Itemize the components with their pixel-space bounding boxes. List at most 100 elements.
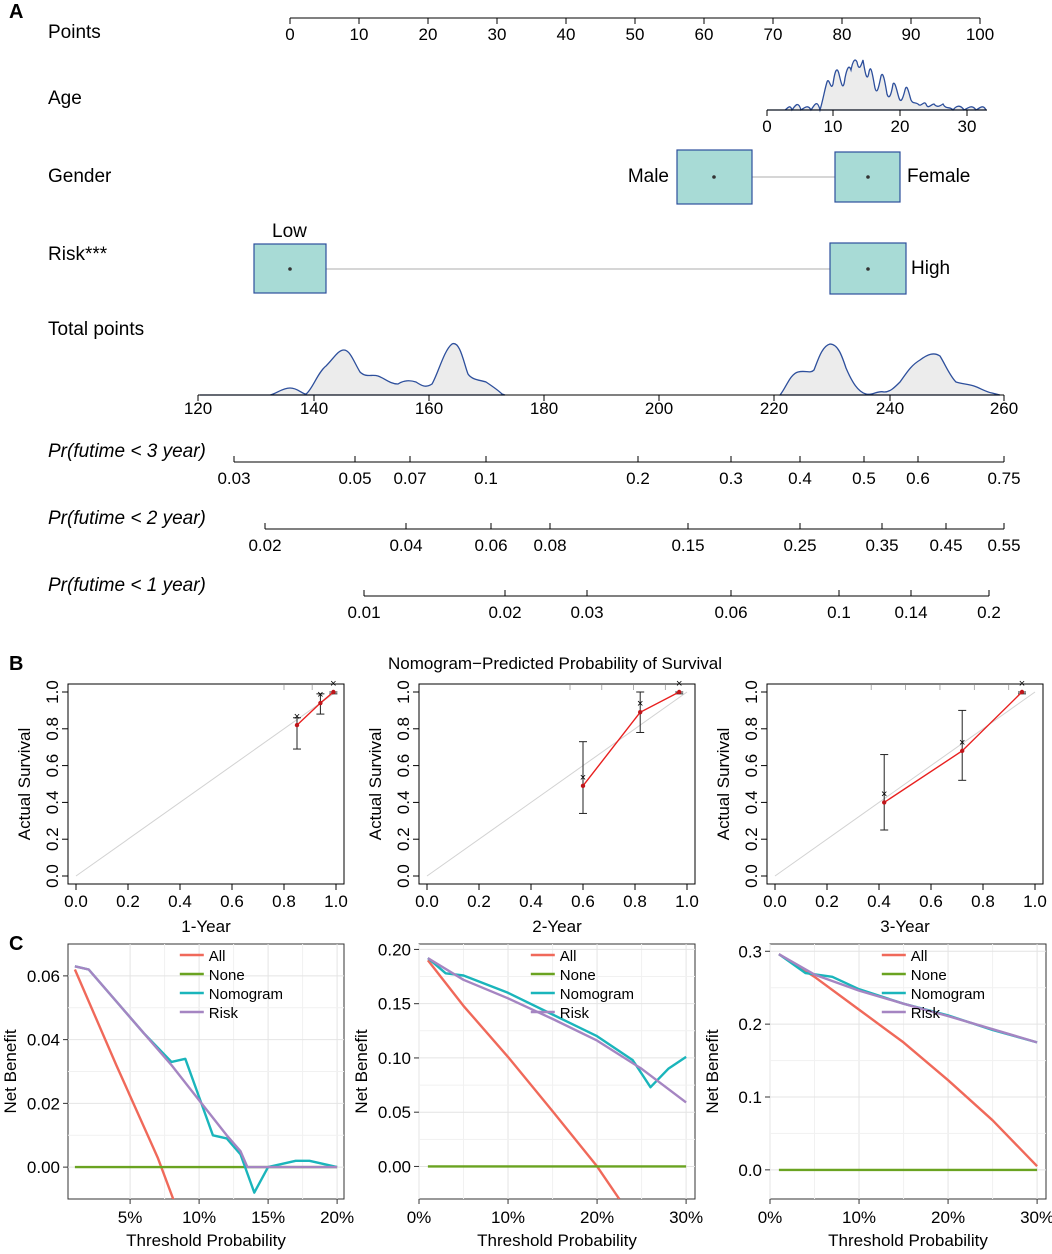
series-risk [74,965,338,1169]
x-tick-label: 0.0 [64,892,88,911]
nomogram-label-points: Points [48,22,101,43]
y-tick-label: 0.00 [27,1158,60,1177]
age-axis-tick-label: 0 [762,117,771,136]
calibration-line [883,691,1023,803]
age-density [767,59,988,113]
legend-label-nomogram: Nomogram [911,986,985,1003]
x-tick-label: 20% [580,1208,614,1227]
points-axis: 0 10 20 30 40 50 60 70 80 90 100 [285,17,994,44]
total-points-axis-tick-label: 220 [760,399,788,418]
y-tick-label: 0.20 [378,940,411,959]
calibration-line [296,691,334,726]
pr2-axis-tick-label: 0.15 [671,536,704,555]
pr1-axis-tick-label: 0.06 [714,603,747,622]
panel-label-c: C [9,933,23,955]
risk-scale: Low High [253,221,950,295]
panel-label-b: B [9,653,23,675]
nomogram-label-pr2: Pr(futime < 2 year) [48,508,206,529]
pr3-axis-tick-label: 0.3 [719,469,743,488]
y-tick-label: 0.0 [738,1161,762,1180]
y-tick-label: 0.0 [394,864,413,888]
x-tick-label: 30% [669,1208,703,1227]
x-tick-label: 0.6 [571,892,595,911]
bias-corrected-mark: × [330,678,336,690]
nomogram-label-age: Age [48,88,82,109]
legend-label-none: None [911,967,947,984]
points-axis-tick-label: 30 [488,25,507,44]
pr1-axis: 0.01 0.02 0.03 0.06 0.1 0.14 0.2 [347,590,1001,622]
points-axis-tick-label: 70 [764,25,783,44]
y-tick-label: 0.4 [394,791,413,815]
decision-curve-plot-2: 0% 10% 20% 30% 0.00 0.05 0.10 0.15 0.20 Threshold… [352,940,703,1250]
x-tick-label: 1.0 [324,892,348,911]
pr2-axis-tick-label: 0.04 [389,536,422,555]
calibration-point [638,710,643,715]
pr1-axis-tick-label: 0.03 [570,603,603,622]
points-axis-tick-label: 60 [695,25,714,44]
calibration-plots: 0.0 0.0 0.2 0.2 0.4 0.4 0.6 0.6 0.8 0.8 1.0 1.0 1-Ye… [15,678,1047,936]
total-points-density-right [778,343,1001,396]
risk-high-label: High [911,258,950,279]
bias-corrected-mark: × [676,678,682,690]
gender-scale: Male Female [628,149,970,205]
nomogram-label-pr3: Pr(futime < 3 year) [48,441,206,462]
total-points-axis-tick-label: 120 [184,399,212,418]
pr1-axis-tick-label: 0.1 [827,603,851,622]
age-scale: 0 10 20 30 [762,59,988,136]
pr2-axis-tick-label: 0.35 [865,536,898,555]
bias-corrected-mark: × [881,788,887,800]
y-tick-label: 0.04 [27,1031,60,1050]
nomogram-label-risk: Risk*** [48,244,108,265]
x-tick-label: 0% [407,1208,432,1227]
x-tick-label: 0.6 [919,892,943,911]
y-tick-label: 0.15 [378,995,411,1014]
y-tick-label: 0.0 [742,864,761,888]
pr2-axis: 0.02 0.04 0.06 0.08 0.15 0.25 0.35 0.45 0.55 [248,523,1021,555]
x-axis-title: Threshold Probability [828,1231,988,1250]
x-axis-title: Threshold Probability [477,1231,637,1250]
y-tick-label: 0.10 [378,1049,411,1068]
total-points-axis-tick-label: 140 [300,399,328,418]
x-axis-title: 3-Year [880,917,930,936]
calibration-plot-2: 0.00.0 0.2 0.2 0.4 0.4 0.6 0.6 0.8 0.8 1.0 1.0 2-Ye… [366,678,699,936]
series-all [426,959,621,1199]
plot-frame [67,683,345,885]
nomogram-label-total-points: Total points [48,319,144,340]
y-tick-label: 0.8 [43,717,62,741]
y-axis-title: Actual Survival [714,728,733,840]
y-tick-label: 0.4 [742,791,761,815]
x-tick-label: 10% [842,1208,876,1227]
x-tick-label: 0.8 [272,892,296,911]
y-tick-label: 0.8 [394,717,413,741]
series-group [778,953,1038,1172]
plot-frame [418,943,696,1200]
pr3-axis-tick-label: 0.05 [338,469,371,488]
y-axis-title: Net Benefit [1,1029,20,1113]
pr2-axis-tick-label: 0.08 [533,536,566,555]
pr3-axis-tick-label: 0.03 [217,469,250,488]
x-tick-label: 0.8 [971,892,995,911]
x-tick-label: 0.2 [815,892,839,911]
x-tick-label: 1.0 [675,892,699,911]
y-tick-label: 0.4 [43,791,62,815]
x-tick-label: 0.4 [867,892,891,911]
x-tick-label: 20% [320,1208,354,1227]
pr3-axis-tick-label: 0.6 [906,469,930,488]
points-axis-tick-label: 10 [350,25,369,44]
pr2-axis-tick-label: 0.06 [474,536,507,555]
x-tick-label: 0.4 [168,892,192,911]
x-tick-label: 0.6 [220,892,244,911]
decision-curve-plot-1: 5% 10% 15% 20% 0.00 0.02 0.04 0.06 Threshold Pro… [1,943,354,1250]
x-tick-label: 0% [758,1208,783,1227]
x-axis-title: 2-Year [532,917,582,936]
legend-label-all: All [209,948,226,965]
x-axis-title: 1-Year [181,917,231,936]
plot-frame [766,683,1044,885]
calibration-point [960,748,965,754]
legend-label-all: All [560,948,577,965]
pr1-axis-tick-label: 0.14 [894,603,927,622]
calibration-point [318,700,323,706]
y-tick-label: 0.2 [742,827,761,851]
pr1-axis-tick-label: 0.02 [488,603,521,622]
y-tick-label: 0.06 [27,967,60,986]
